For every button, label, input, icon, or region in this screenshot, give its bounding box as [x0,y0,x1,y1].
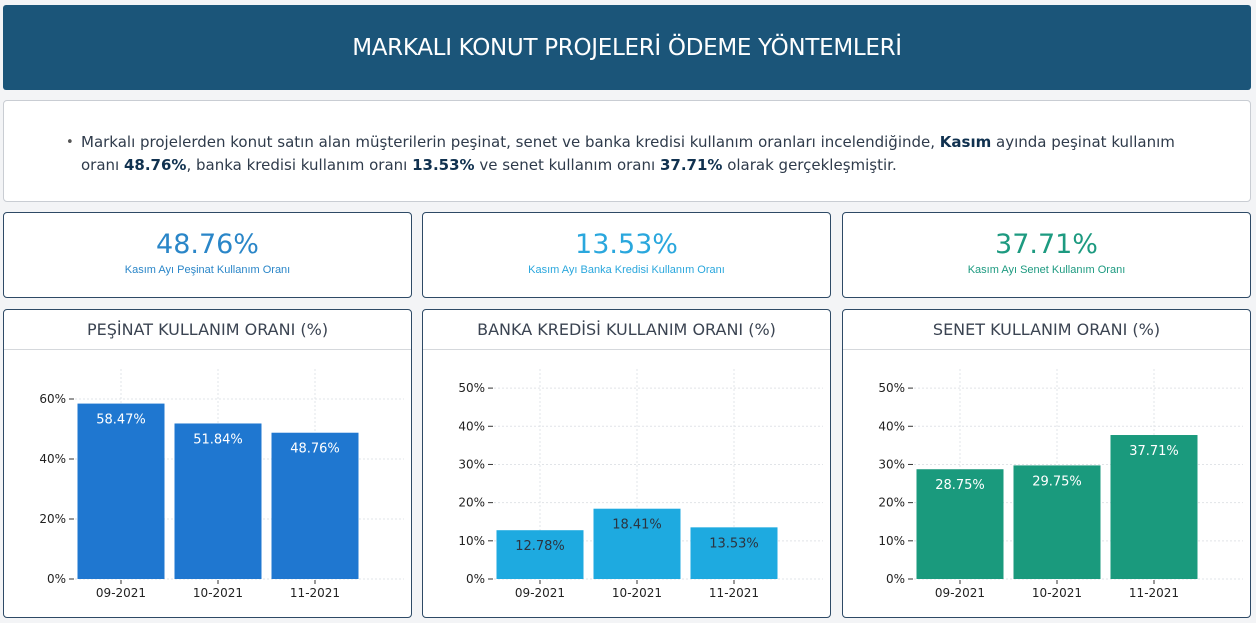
summary-part3: , banka kredisi kullanım oranı [186,156,413,174]
page-header: MARKALI KONUT PROJELERİ ÖDEME YÖNTEMLERİ [3,5,1251,90]
y-tick-label: 0% [886,572,905,586]
bar-value-label: 28.75% [935,478,985,493]
summary-text: Markalı projelerden konut satın alan müş… [66,131,1215,177]
summary-box: • Markalı projelerden konut satın alan m… [3,100,1251,202]
page-title: MARKALI KONUT PROJELERİ ÖDEME YÖNTEMLERİ [352,34,902,61]
x-tick-label: 09-2021 [935,586,985,600]
x-tick-label: 11-2021 [290,586,340,600]
bar-value-label: 48.76% [290,442,340,457]
bar [916,469,1004,579]
x-tick-label: 10-2021 [612,586,662,600]
kpi-label-pesinat: Kasım Ayı Peşinat Kullanım Oranı [124,264,291,276]
y-tick-label: 20% [458,496,485,510]
bar-value-label: 13.53% [709,536,759,551]
summary-pesinat: 48.76% [123,156,187,174]
y-tick-label: 10% [878,534,905,548]
summary-banka: 13.53% [412,156,475,174]
summary-part5: olarak gerçekleşmiştir. [722,156,897,174]
y-tick-label: 20% [878,496,905,510]
x-tick-label: 10-2021 [1032,586,1082,600]
bar [690,527,778,579]
summary-part1: Markalı projelerden konut satın alan müş… [81,133,940,151]
y-tick-label: 30% [878,457,905,471]
kpi-card-pesinat: 48.76% Kasım Ayı Peşinat Kullanım Oranı [3,212,412,298]
chart-title-banka: BANKA KREDİSİ KULLANIM ORANI (%) [423,310,830,350]
chart-pesinat: 0% 20% 40% 60% 58.47% 09-2021 51.84% 10-2021 48.… [39,369,404,600]
bar [496,530,584,579]
summary-part2: ayında peşinat kullanım oranı [81,133,1175,174]
chart-title-senet: SENET KULLANIM ORANI (%) [843,310,1250,350]
y-tick-label: 50% [458,381,485,395]
kpi-card-senet: 37.71% Kasım Ayı Senet Kullanım Oranı [842,212,1251,298]
y-tick-label: 50% [878,381,905,395]
bar-value-label: 12.78% [515,539,565,554]
bar-value-label: 51.84% [193,432,243,447]
bar-value-label: 18.41% [612,518,662,533]
x-tick-label: 09-2021 [96,586,146,600]
y-tick-label: 40% [878,419,905,433]
chart-title-pesinat: PEŞİNAT KULLANIM ORANI (%) [4,310,411,350]
bar-value-label: 29.75% [1032,474,1082,489]
y-tick-label: 20% [39,512,66,526]
chart-banka: 0% 10% 20% 30% 40% 50% 12.78% 09-2021 18.41% 10-2… [458,369,823,600]
x-tick-label: 09-2021 [515,586,565,600]
y-tick-label: 10% [458,534,485,548]
chart-panel-pesinat: PEŞİNAT KULLANIM ORANI (%) 0% 20% 40% 60% 58… [3,309,412,618]
chart-senet: 0% 10% 20% 30% 40% 50% 28.75% 09-2021 29.75% 10-2… [878,369,1243,600]
kpi-value-pesinat: 48.76% [156,229,259,260]
summary-senet: 37.71% [659,156,723,174]
summary-bullet: • [66,135,74,150]
kpi-card-banka: 13.53% Kasım Ayı Banka Kredisi Kullanım … [422,212,831,298]
x-tick-label: 11-2021 [709,586,759,600]
kpi-label-senet: Kasım Ayı Senet Kullanım Oranı [967,264,1126,276]
kpi-value-senet: 37.71% [995,229,1098,260]
bar [593,508,681,579]
x-tick-label: 11-2021 [1129,586,1179,600]
y-tick-label: 30% [458,457,485,471]
bar [1013,465,1101,579]
x-tick-label: 10-2021 [193,586,243,600]
bar [174,423,262,579]
summary-month: Kasım [939,133,992,151]
y-tick-label: 40% [458,419,485,433]
bar-value-label: 58.47% [96,413,146,428]
kpi-label-banka: Kasım Ayı Banka Kredisi Kullanım Oranı [528,264,725,276]
bar [271,432,359,579]
y-tick-label: 0% [47,572,66,586]
summary-part4: ve senet kullanım oranı [474,156,660,174]
kpi-value-banka: 13.53% [575,229,678,260]
y-tick-label: 40% [39,452,66,466]
bar-value-label: 37.71% [1129,444,1179,459]
y-tick-label: 0% [466,572,485,586]
y-tick-label: 60% [39,392,66,406]
bar [1110,435,1198,579]
bar [77,403,165,579]
chart-panel-senet: SENET KULLANIM ORANI (%) 0% 10% 20% 30% 40% 5… [842,309,1251,618]
chart-panel-banka: BANKA KREDİSİ KULLANIM ORANI (%) 0% 10% 20… [422,309,831,618]
